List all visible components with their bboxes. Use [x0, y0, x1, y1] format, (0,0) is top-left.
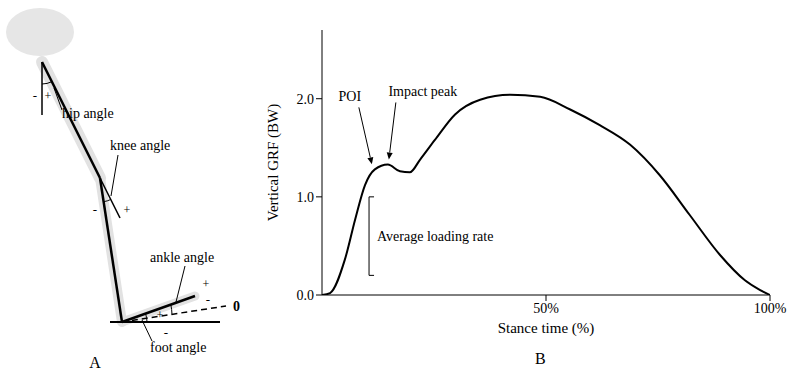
svg-text:0: 0	[233, 299, 240, 314]
svg-text:Stance time (%): Stance time (%)	[498, 320, 595, 337]
html-text:B: B	[535, 350, 546, 367]
svg-text:2.0: 2.0	[297, 92, 315, 107]
svg-text:-: -	[33, 88, 37, 103]
svg-text:0.0: 0.0	[297, 288, 315, 303]
svg-text:-: -	[164, 325, 168, 340]
svg-text:Vertical GRF (BW): Vertical GRF (BW)	[265, 104, 282, 221]
svg-text:-: -	[93, 202, 97, 217]
svg-text:50%: 50%	[533, 301, 559, 316]
svg-text:+: +	[124, 203, 131, 217]
svg-text:hip angle: hip angle	[62, 106, 114, 121]
svg-text:A: A	[89, 354, 101, 371]
svg-text:foot angle: foot angle	[150, 340, 206, 355]
svg-text:100%: 100%	[754, 301, 787, 316]
svg-text:knee angle: knee angle	[110, 138, 170, 153]
svg-text:+: +	[157, 308, 164, 322]
svg-text:1.0: 1.0	[297, 190, 315, 205]
svg-text:Impact peak: Impact peak	[388, 84, 457, 99]
svg-text:POI: POI	[339, 89, 362, 104]
svg-text:-: -	[206, 292, 210, 307]
svg-text:Average loading rate: Average loading rate	[377, 229, 493, 244]
svg-text:+: +	[203, 277, 210, 291]
svg-text:ankle angle: ankle angle	[150, 250, 214, 265]
svg-text:+: +	[45, 89, 52, 103]
